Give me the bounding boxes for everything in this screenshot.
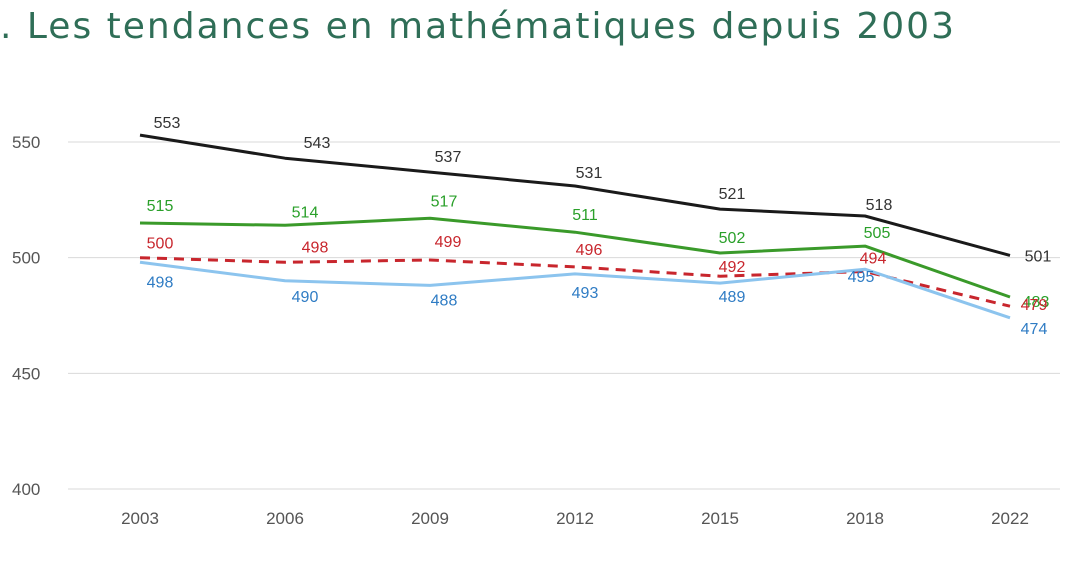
x-axis-tick-labels: 2003 2006 2009 2012 2015 2018 2022 — [121, 509, 1029, 528]
series-line-red — [139, 256, 1011, 308]
data-label-blue-2018: 495 — [848, 269, 875, 286]
data-label-blue-2003: 498 — [147, 274, 174, 291]
data-label-blue-2015: 489 — [719, 289, 746, 306]
data-label-blue-2009: 488 — [431, 292, 458, 309]
x-tick-label-2006: 2006 — [266, 509, 304, 528]
data-label-red-2003: 500 — [147, 236, 174, 253]
data-label-blue-2012: 493 — [572, 285, 599, 302]
y-tick-label-550: 550 — [12, 133, 40, 152]
data-label-red-2006: 498 — [302, 239, 329, 256]
data-label-green-2015: 502 — [719, 230, 746, 247]
x-tick-label-2022: 2022 — [991, 509, 1029, 528]
data-label-red-2018: 494 — [860, 251, 887, 268]
data-label-green-2022: 483 — [1023, 294, 1050, 311]
data-label-black-2012: 531 — [576, 165, 603, 182]
y-tick-label-500: 500 — [12, 249, 40, 268]
series-line-blue — [139, 260, 1011, 320]
data-label-red-2022: 479 — [1021, 297, 1048, 314]
x-tick-label-2018: 2018 — [846, 509, 884, 528]
x-tick-label-2012: 2012 — [556, 509, 594, 528]
x-tick-label-2015: 2015 — [701, 509, 739, 528]
series-line-black — [139, 133, 1011, 257]
y-axis-tick-labels: 400 450 500 550 — [12, 133, 40, 499]
data-label-red-2015: 492 — [719, 259, 746, 276]
data-label-red-2012: 496 — [576, 242, 603, 259]
data-label-green-2003: 515 — [147, 198, 174, 215]
data-label-green-2009: 517 — [431, 193, 458, 210]
data-label-green-2006: 514 — [292, 204, 319, 221]
x-tick-label-2003: 2003 — [121, 509, 159, 528]
series-line-green — [139, 216, 1011, 299]
y-tick-label-400: 400 — [12, 480, 40, 499]
data-label-blue-2022: 474 — [1021, 321, 1048, 338]
data-label-blue-2006: 490 — [292, 289, 319, 306]
data-label-black-2009: 537 — [435, 149, 462, 166]
gridlines — [68, 141, 1060, 490]
data-label-red-2009: 499 — [435, 234, 462, 251]
data-label-black-2022: 501 — [1025, 248, 1052, 265]
series-lines — [139, 133, 1011, 320]
data-labels: 553 543 537 531 521 518 501 515 514 517 511 502 505 4… — [147, 115, 1052, 338]
data-label-green-2018: 505 — [864, 225, 891, 242]
data-label-black-2018: 518 — [866, 197, 893, 214]
y-tick-label-450: 450 — [12, 364, 40, 383]
x-tick-label-2009: 2009 — [411, 509, 449, 528]
data-label-black-2003: 553 — [154, 115, 181, 132]
data-label-green-2012: 511 — [572, 207, 598, 224]
data-label-black-2006: 543 — [304, 135, 331, 152]
data-label-black-2015: 521 — [719, 186, 746, 203]
chart-title: . Les tendances en mathématiques depuis … — [0, 6, 956, 47]
